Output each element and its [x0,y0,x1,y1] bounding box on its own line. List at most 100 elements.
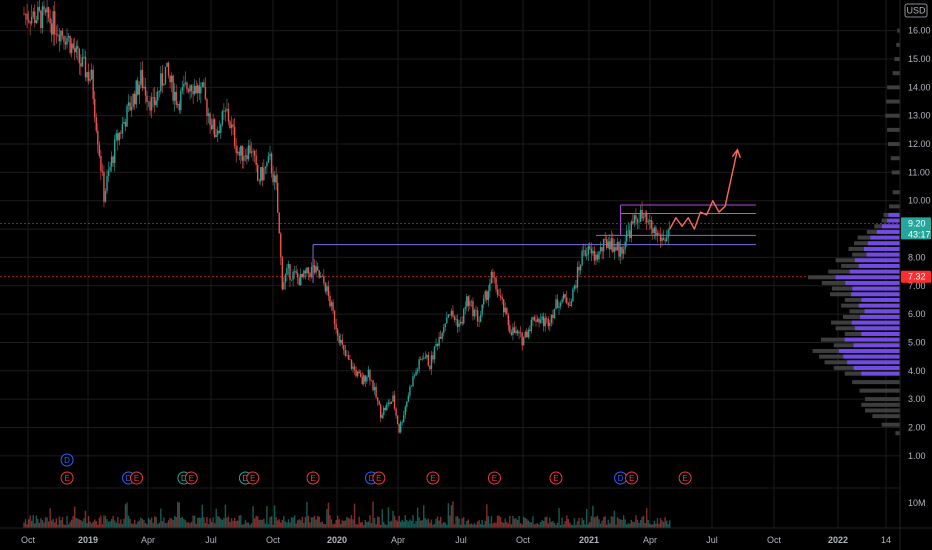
volume-bar [89,521,91,528]
volume-bar [607,519,609,528]
candle-body [553,309,556,319]
volume-bar [286,522,288,528]
candle-body [606,239,608,248]
candle-body [550,314,553,323]
profile-bar-value-area [844,337,900,342]
volume-bar [38,522,41,528]
volume-bar [518,516,520,528]
currency-label: USD [906,6,926,16]
candle-body [178,104,180,111]
candle-body [452,310,454,317]
candle-body [552,314,554,319]
candle-body [309,273,311,278]
volume-bar [558,508,560,528]
candle-body [629,230,631,239]
volume-bar [598,519,600,528]
candle-body [190,85,193,91]
profile-bar [887,85,900,90]
earnings-marker[interactable] [60,471,74,485]
candle-body [140,69,142,85]
volume-bar [459,524,462,528]
candle-body [403,414,405,422]
candle-body [129,102,131,111]
volume-bar [26,524,28,528]
earnings-marker[interactable] [246,471,260,485]
volume-bar [536,523,539,528]
candle-body [341,339,343,345]
volume-bar [539,522,542,528]
candle-body [439,336,442,339]
volume-bar [655,523,657,528]
volume-bar [78,519,81,528]
candle-body [226,109,228,111]
volume-bar [582,520,585,528]
volume-bar [661,520,663,528]
candle-body [498,295,500,296]
candle-body [181,87,184,91]
candle-body [356,371,359,377]
volume-bar [599,523,602,528]
volume-bar [110,518,113,528]
candle-body [430,355,433,370]
projection-arrow[interactable] [669,149,739,230]
event-letter: D [618,474,624,483]
candle-body [489,283,491,291]
candle-body [132,93,134,107]
earnings-marker[interactable] [130,471,144,485]
marked-level-label[interactable] [901,270,931,283]
candle-body [64,41,67,45]
earnings-marker[interactable] [625,471,639,485]
event-letter: D [126,474,132,483]
candle-body [555,299,557,310]
volume-bar [555,524,557,528]
candle-body [390,401,393,404]
last-price-label[interactable] [901,217,931,240]
volume-bar [479,524,482,528]
volume-bar [209,518,211,528]
candle-body [152,97,154,98]
candle-body [40,10,42,29]
candle-body [247,145,250,160]
volume-bar [83,518,85,528]
candle-body [23,13,25,15]
earnings-marker[interactable] [487,471,501,485]
candle-body [395,408,397,416]
candle-body [320,276,322,278]
candle-body [619,246,622,257]
candle-body [203,82,205,88]
earnings-marker[interactable] [426,471,440,485]
earnings-marker[interactable] [184,471,198,485]
earnings-marker[interactable] [678,471,692,485]
y-tick-label: 4.00 [908,366,926,376]
candle-body [412,376,414,387]
volume-bar [561,517,563,528]
volume-bar [645,508,648,528]
earnings-marker[interactable] [372,471,386,485]
time-axis: Oct 2019 Apr Jul Oct 2020 Apr Jul Oct 2021 Apr Jul O… [0,527,932,545]
candle-body [441,332,443,339]
candle-body [413,375,416,377]
candle-body [237,151,239,153]
candle-body [327,286,330,296]
volume-bar [304,516,307,528]
candle-body [112,156,114,163]
volume-bar [333,523,336,528]
x-tick-label: Apr [643,535,657,545]
candle-body [278,212,280,234]
candle-body [383,407,385,415]
candle-body [130,106,133,111]
candle-body [217,130,219,136]
earnings-marker[interactable] [549,471,563,485]
volume-bar [95,521,97,528]
candle-body [117,133,119,141]
dividend-marker[interactable] [60,453,74,467]
volume-bar [24,519,27,528]
candle-body [41,6,44,29]
volume-bar [527,520,529,528]
candle-body [220,124,222,133]
volume-bar [158,522,160,528]
earnings-marker[interactable] [306,471,320,485]
currency-badge[interactable] [904,3,928,18]
